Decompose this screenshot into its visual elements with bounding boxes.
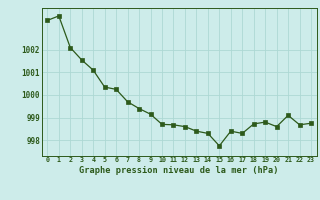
X-axis label: Graphe pression niveau de la mer (hPa): Graphe pression niveau de la mer (hPa) [79,166,279,175]
